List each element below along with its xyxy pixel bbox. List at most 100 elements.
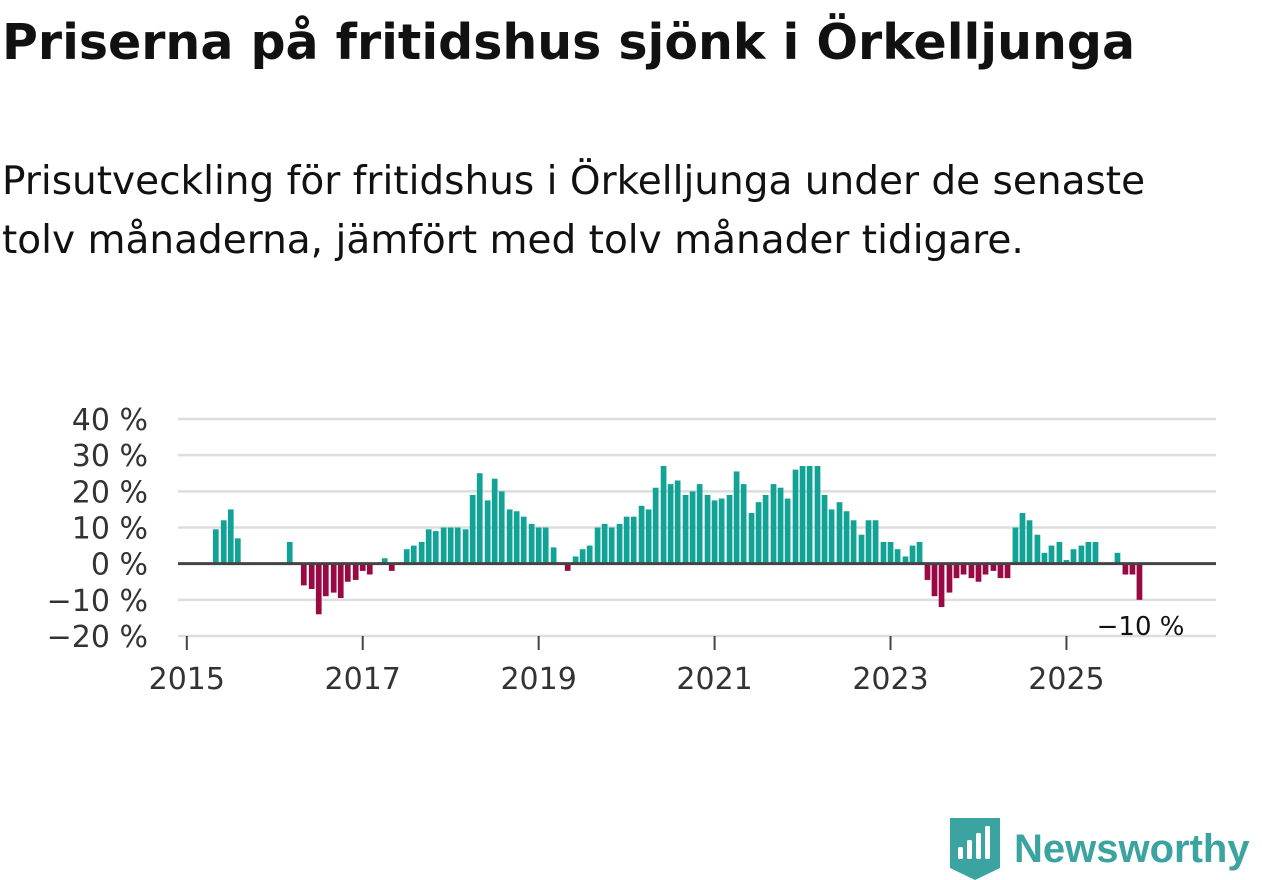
bar — [220, 520, 227, 564]
bar — [432, 531, 439, 564]
newsworthy-logo-icon — [950, 818, 1000, 880]
bar — [740, 484, 747, 564]
bar — [359, 563, 366, 571]
chart-title: Priserna på fritidshus sjönk i Örkelljun… — [2, 14, 1136, 71]
bar — [1136, 563, 1143, 600]
bar — [403, 549, 410, 564]
bar — [880, 541, 887, 564]
bar — [718, 498, 725, 564]
bar — [1026, 520, 1033, 564]
bar — [799, 466, 806, 564]
bar — [850, 520, 857, 564]
x-tick-label: 2017 — [325, 662, 401, 697]
bar — [792, 469, 799, 564]
bar — [990, 563, 997, 571]
bar — [953, 563, 960, 579]
bar — [762, 494, 769, 564]
x-tick-label: 2019 — [500, 662, 576, 697]
bar — [498, 491, 505, 564]
bar — [484, 500, 491, 564]
bar — [777, 487, 784, 564]
bar-chart: 40 %30 %20 %10 %0 %−10 %−20 %2015 2017 201… — [47, 403, 1216, 697]
bar — [946, 563, 953, 593]
bar — [352, 563, 359, 580]
bar — [924, 563, 931, 580]
bar — [887, 541, 894, 564]
bar — [660, 466, 667, 564]
newsworthy-logo[interactable]: Newsworthy — [950, 818, 1250, 880]
bar — [579, 549, 586, 564]
bar — [572, 556, 579, 564]
bar — [286, 541, 293, 564]
x-tick-label: 2015 — [149, 662, 225, 697]
bar — [601, 523, 608, 564]
chart-subtitle: Prisutveckling för fritidshus i Örkellju… — [2, 159, 1146, 263]
bar — [381, 558, 388, 564]
bar — [814, 466, 821, 564]
bar — [388, 563, 395, 571]
bar — [491, 478, 498, 564]
bar — [711, 500, 718, 564]
bar — [344, 563, 351, 582]
bar — [997, 563, 1004, 579]
bar — [528, 523, 535, 564]
bar — [865, 520, 872, 564]
bar — [909, 545, 916, 564]
bar — [476, 473, 483, 564]
bar — [227, 509, 234, 564]
bars — [212, 466, 1143, 615]
bar — [755, 502, 762, 564]
bar — [1063, 560, 1070, 564]
y-tick-label: 10 % — [72, 512, 148, 547]
bar — [704, 494, 711, 564]
bar — [454, 527, 461, 564]
bar — [418, 541, 425, 564]
bar — [212, 529, 219, 564]
bar — [1085, 541, 1092, 564]
axes: 40 %30 %20 %10 %0 %−10 %−20 %2015 2017 201… — [47, 403, 1216, 697]
bar — [931, 563, 938, 597]
bar — [726, 494, 733, 564]
bar — [542, 527, 549, 564]
bar — [843, 511, 850, 564]
bar — [682, 494, 689, 564]
bar — [652, 487, 659, 564]
y-tick-label: 40 % — [72, 403, 148, 438]
bar — [513, 511, 520, 564]
bar — [440, 527, 447, 564]
bar — [506, 509, 513, 564]
bar — [623, 516, 630, 564]
bar — [330, 563, 337, 593]
y-tick-label: −10 % — [47, 584, 148, 619]
bar — [858, 534, 865, 564]
bar — [1019, 513, 1026, 564]
end-value-label: −10 % — [1097, 612, 1185, 642]
newsworthy-logo-text: Newsworthy — [1014, 826, 1250, 871]
bar — [902, 556, 909, 564]
bar — [337, 563, 344, 599]
bar — [1012, 527, 1019, 564]
bar — [300, 563, 307, 586]
bar — [308, 563, 315, 589]
bar — [748, 513, 755, 564]
bar — [1048, 545, 1055, 564]
bar — [1129, 563, 1136, 575]
bar — [689, 491, 696, 564]
bar — [894, 549, 901, 564]
bar — [1070, 549, 1077, 564]
bar — [1056, 541, 1063, 564]
bar — [630, 516, 637, 564]
bar — [469, 494, 476, 564]
bar — [1034, 534, 1041, 564]
bar — [1092, 541, 1099, 564]
bar — [564, 563, 571, 571]
bar — [975, 563, 982, 582]
bar — [821, 494, 828, 564]
y-tick-label: 20 % — [72, 475, 148, 510]
bar — [968, 563, 975, 579]
bar — [594, 527, 601, 564]
bar — [1004, 563, 1011, 579]
bar — [806, 466, 813, 564]
bar — [1122, 563, 1129, 575]
x-tick-label: 2021 — [676, 662, 752, 697]
